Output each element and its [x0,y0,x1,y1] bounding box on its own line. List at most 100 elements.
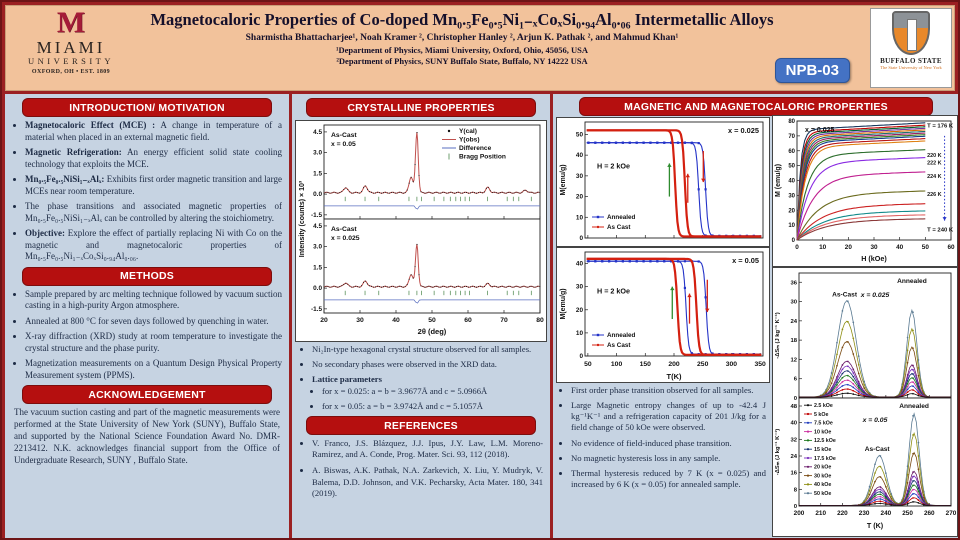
poster-id-badge: NPB-03 [774,58,850,83]
svg-text:50: 50 [922,244,930,251]
miami-m-icon: M [56,6,86,39]
svg-text:M (emu/g): M (emu/g) [775,164,782,197]
svg-text:1.5: 1.5 [313,264,322,271]
svg-text:x = 0.025: x = 0.025 [331,235,360,242]
reference-list: V. Franco, J.S. Blázquez, J.J. Ipus, J.Y… [299,438,543,499]
svg-text:50: 50 [428,317,436,324]
svg-text:4.5: 4.5 [313,129,322,136]
svg-text:2θ (deg): 2θ (deg) [418,327,447,336]
svg-text:M(emu/g): M(emu/g) [560,164,567,195]
svg-text:17.5 kOe: 17.5 kOe [814,456,836,462]
svg-text:3.0: 3.0 [313,244,322,251]
xrd-refinement-chart: 4.5 3.0 1.5 0.0 -1.5 As-Cast x = 0.05 4.5 3.0 1.5… [299,124,544,336]
miami-tagline: OXFORD, OH • EST. 1809 [31,69,111,75]
svg-text:As-Cast: As-Cast [331,226,357,233]
svg-text:x = 0.025: x = 0.025 [860,292,890,299]
svg-text:40: 40 [790,421,797,427]
svg-text:226 K: 226 K [927,192,941,198]
svg-text:260: 260 [924,510,935,517]
svg-text:60: 60 [464,317,472,324]
svg-text:As-Cast: As-Cast [865,446,891,453]
svg-text:30: 30 [790,300,797,306]
svg-text:10: 10 [576,214,584,221]
svg-text:T(K): T(K) [667,372,682,381]
svg-text:H = 2 kOe: H = 2 kOe [597,161,630,170]
svg-text:150: 150 [640,361,652,368]
svg-text:40: 40 [896,244,904,251]
title-block: Magnetocaloric Properties of Co-doped Mn… [132,9,792,67]
svg-text:Y(obs): Y(obs) [459,137,480,144]
list-item: Magnetization measurements on a Quantum … [25,358,282,381]
svg-text:1.5: 1.5 [313,170,322,177]
mt-chart-x005: 0 10 20 30 40 50 100 150 200 250 300 350 T(K) M(emu/g… [560,251,766,381]
svg-text:0: 0 [579,353,583,360]
list-item: Thermal hysteresis reduced by 7 K (x = 0… [571,468,766,490]
list-item: Lattice parameters for x = 0.025: a = b … [312,374,543,412]
list-item: The phase transitions and associated mag… [25,201,282,224]
xrd-figure: 4.5 3.0 1.5 0.0 -1.5 As-Cast x = 0.05 4.5 3.0 1.5… [295,120,547,342]
svg-text:0: 0 [794,396,798,402]
svg-text:40: 40 [392,317,400,324]
list-item: First order phase transition observed fo… [571,385,766,396]
section-intro-header: INTRODUCTION/ MOTIVATION [22,98,272,117]
list-item: Sample prepared by arc melting technique… [25,289,282,312]
svg-text:x = 0.05: x = 0.05 [862,417,888,424]
list-item: Large Magnetic entropy changes of up to … [571,400,766,433]
svg-text:250: 250 [697,361,709,368]
svg-text:2.5 kOe: 2.5 kOe [814,403,833,409]
svg-text:-1.5: -1.5 [311,212,322,219]
svg-text:50 kOe: 50 kOe [814,491,831,497]
svg-text:As-Cast: As-Cast [331,132,357,139]
svg-text:30: 30 [576,284,584,291]
magnetic-column: MAGNETIC AND MAGNETOCALORIC PROPERTIES 0… [553,94,958,538]
svg-text:H (kOe): H (kOe) [861,254,887,263]
mt-figure-x005: 0 10 20 30 40 50 100 150 200 250 300 350 T(K) M(emu/g… [556,247,770,383]
svg-text:7.5 kOe: 7.5 kOe [814,421,833,427]
list-item: for x = 0.025: a = b = 3.9677Å and c = 5… [322,386,543,397]
svg-text:230: 230 [859,510,870,517]
buffalo-state-logo: BUFFALO STATE The State University of Ne… [870,8,952,88]
svg-text:60: 60 [947,244,955,251]
svg-text:As Cast: As Cast [607,342,631,349]
svg-text:70: 70 [788,134,795,140]
svg-text:80: 80 [788,119,795,125]
svg-text:Bragg Position: Bragg Position [459,154,506,161]
svg-text:12.5 kOe: 12.5 kOe [814,438,836,444]
svg-text:70: 70 [500,317,508,324]
svg-text:350: 350 [754,361,766,368]
affiliation-1: ¹Department of Physics, Miami University… [335,44,589,55]
affiliation-2: ²Department of Physics, SUNY Buffalo Sta… [336,56,588,67]
svg-text:3.0: 3.0 [313,150,322,157]
svg-text:As Cast: As Cast [607,224,631,231]
list-item: X-ray diffraction (XRD) study at room te… [25,331,282,354]
mh-isotherms-figure: 0 10 20 30 40 50 60 70 80 0 10 20 30 40 50 60 H (kOe) M (… [772,115,958,267]
svg-text:-ΔSₘ (J kg⁻¹ K⁻¹): -ΔSₘ (J kg⁻¹ K⁻¹) [774,429,781,475]
svg-text:M(emu/g): M(emu/g) [560,288,567,319]
svg-text:20 kOe: 20 kOe [814,465,831,471]
mt-chart-x0025: 0 10 20 30 40 50 M(emu/g) x = 0.025 H = 2 kOe Ann… [560,121,764,242]
svg-text:50: 50 [788,164,795,170]
svg-text:-ΔSₘ (J kg⁻¹ K⁻¹): -ΔSₘ (J kg⁻¹ K⁻¹) [774,312,781,358]
section-acknowledgement-header: ACKNOWLEDGEMENT [22,385,272,405]
svg-text:16: 16 [790,471,797,477]
intro-column: INTRODUCTION/ MOTIVATION Magnetocaloric … [5,94,289,538]
svg-text:20: 20 [320,317,328,324]
svg-text:10: 10 [576,330,584,337]
buffalo-tagline: The State University of New York [880,65,942,70]
acknowledgement-text: The vacuum suction casting and part of t… [14,407,280,465]
svg-text:300: 300 [726,361,738,368]
magnetic-bullet-list: First order phase transition observed fo… [558,385,766,490]
list-item: Ni₂In-type hexagonal crystal structure o… [312,344,543,355]
svg-text:6: 6 [794,377,798,383]
svg-text:0: 0 [792,238,796,244]
svg-text:8: 8 [794,487,798,493]
crystalline-bullet-list: Ni₂In-type hexagonal crystal structure o… [299,344,543,412]
svg-text:0: 0 [579,235,583,242]
svg-text:40 kOe: 40 kOe [814,482,831,488]
svg-text:80: 80 [536,317,544,324]
svg-text:T = 240 K: T = 240 K [927,228,954,234]
list-item: No magnetic hysteresis loss in any sampl… [571,453,766,464]
svg-text:15 kOe: 15 kOe [814,447,831,453]
svg-text:4.5: 4.5 [313,223,322,230]
